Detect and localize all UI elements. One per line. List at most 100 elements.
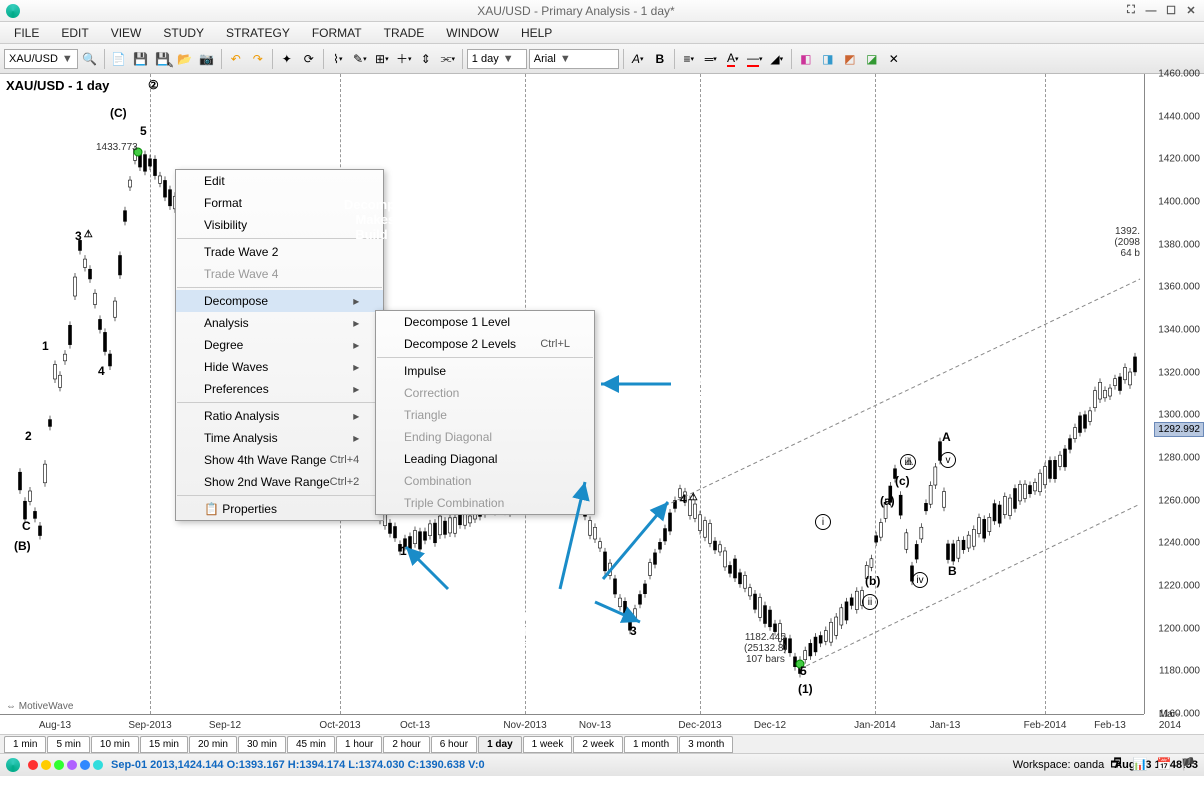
y-tick: 1340.000	[1158, 325, 1200, 336]
y-tick: 1420.000	[1158, 154, 1200, 165]
menu-item-show-4th-wave-range[interactable]: Show 4th Wave RangeCtrl+4	[176, 449, 383, 471]
timeframe-tab[interactable]: 1 month	[624, 736, 678, 753]
menu-item-degree[interactable]: Degree▸	[176, 334, 383, 356]
timeframe-tab[interactable]: 5 min	[47, 736, 89, 753]
timeframe-tab[interactable]: 2 week	[573, 736, 623, 753]
timeframe-tab[interactable]: 1 day	[478, 736, 522, 753]
drawing3-icon[interactable]: ⊞▾	[372, 49, 392, 69]
fill-color-icon[interactable]: ◢▾	[767, 49, 787, 69]
tf-icon-1[interactable]: 🗗	[1106, 754, 1126, 774]
menu-study[interactable]: STUDY	[153, 24, 214, 42]
menu-bar: FILEEDITVIEWSTUDYSTRATEGYFORMATTRADEWIND…	[0, 22, 1204, 44]
expand-icon[interactable]: ⛶	[1124, 4, 1138, 18]
font-color-icon[interactable]: A▾	[723, 49, 743, 69]
tf-icon-2[interactable]: 📊	[1130, 754, 1150, 774]
line-style-icon[interactable]: ≡▾	[679, 49, 699, 69]
new-icon[interactable]: 📄	[109, 49, 129, 69]
y-tick: 1300.000	[1158, 410, 1200, 421]
menu-item-time-analysis[interactable]: Time Analysis▸	[176, 427, 383, 449]
menu-format[interactable]: FORMAT	[302, 24, 372, 42]
save-as-icon[interactable]: 💾✎	[153, 49, 173, 69]
x-tick: Jan-13	[930, 720, 961, 731]
wave-label: A	[942, 430, 951, 444]
redo-icon[interactable]: ↷	[248, 49, 268, 69]
app-icon	[6, 758, 20, 772]
menu-item-preferences[interactable]: Preferences▸	[176, 378, 383, 400]
arrow-icon	[598, 494, 678, 584]
instrument-selector[interactable]: XAU/USD▼	[4, 49, 78, 69]
tf-icon-3[interactable]: 📅	[1154, 754, 1174, 774]
camera-icon[interactable]: 📷	[197, 49, 217, 69]
menu-item-show-2nd-wave-range[interactable]: Show 2nd Wave RangeCtrl+2	[176, 471, 383, 493]
refresh-icon[interactable]: ⟳	[299, 49, 319, 69]
tf-icon-4[interactable]: 🏴	[1178, 754, 1198, 774]
timeframe-tab[interactable]: 6 hour	[431, 736, 477, 753]
timeframe-tab[interactable]: 3 month	[679, 736, 733, 753]
y-current-price: 1292.992	[1154, 422, 1204, 437]
x-tick: Nov-2013	[503, 720, 546, 731]
tool3-icon[interactable]: ◩	[840, 49, 860, 69]
menu-item-ratio-analysis[interactable]: Ratio Analysis▸	[176, 405, 383, 427]
undo-icon[interactable]: ↶	[226, 49, 246, 69]
menu-window[interactable]: WINDOW	[436, 24, 509, 42]
menu-edit[interactable]: EDIT	[51, 24, 98, 42]
menu-strategy[interactable]: STRATEGY	[216, 24, 300, 42]
wave-label: 1	[42, 339, 49, 353]
menu-item-hide-waves[interactable]: Hide Waves▸	[176, 356, 383, 378]
y-tick: 1440.000	[1158, 111, 1200, 122]
close-icon[interactable]: ✕	[1184, 4, 1198, 18]
tool1-icon[interactable]: ◧	[796, 49, 816, 69]
menu-item-analysis[interactable]: Analysis▸	[176, 312, 383, 334]
menu-help[interactable]: HELP	[511, 24, 562, 42]
x-tick: Oct-2013	[319, 720, 360, 731]
wave-label: B	[948, 564, 957, 578]
x-tick: Mar-2014	[1159, 709, 1181, 731]
font-size-icon[interactable]: A▾	[628, 49, 648, 69]
menu-file[interactable]: FILE	[4, 24, 49, 42]
menu-item-properties[interactable]: 📋 Properties	[176, 498, 383, 520]
menu-item-decompose[interactable]: Decompose▸	[176, 290, 383, 312]
save-icon[interactable]: 💾	[131, 49, 151, 69]
timeframe-tab[interactable]: 2 hour	[383, 736, 429, 753]
menu-item-impulse[interactable]: Impulse	[376, 360, 594, 382]
line-color-icon[interactable]: —▾	[745, 49, 765, 69]
tool2-icon[interactable]: ◨	[818, 49, 838, 69]
drawing4-icon[interactable]: ＋▾	[394, 49, 414, 69]
timeframe-tab[interactable]: 45 min	[287, 736, 335, 753]
x-tick: Sep-2013	[128, 720, 171, 731]
timeframe-tab[interactable]: 10 min	[91, 736, 139, 753]
menu-view[interactable]: VIEW	[101, 24, 152, 42]
line-width-icon[interactable]: ═▾	[701, 49, 721, 69]
drawing6-icon[interactable]: ⫘▾	[438, 49, 458, 69]
menu-item-leading-diagonal[interactable]: Leading Diagonal	[376, 448, 594, 470]
y-tick: 1360.000	[1158, 282, 1200, 293]
x-axis: Aug-13Sep-2013Sep-12Oct-2013Oct-13Nov-20…	[0, 714, 1144, 734]
tool5-icon[interactable]: ✕	[884, 49, 904, 69]
wave-label: (a)	[880, 494, 895, 508]
wave-label: iii⚠	[900, 454, 916, 470]
bold-icon[interactable]: B	[650, 49, 670, 69]
tool4-icon[interactable]: ◪	[862, 49, 882, 69]
wand-icon[interactable]: ✦	[277, 49, 297, 69]
timeframe-tab[interactable]: 1 week	[523, 736, 573, 753]
drawing2-icon[interactable]: ✎▾	[350, 49, 370, 69]
timeframe-tab[interactable]: 20 min	[189, 736, 237, 753]
drawing5-icon[interactable]: ⇕	[416, 49, 436, 69]
minimize-icon[interactable]: —	[1144, 4, 1158, 18]
timeframe-tab[interactable]: 15 min	[140, 736, 188, 753]
menu-item-decompose-1-level[interactable]: Decompose 1 Level	[376, 311, 594, 333]
search-icon[interactable]: 🔍	[80, 49, 100, 69]
drawing1-icon[interactable]: ⌇▾	[328, 49, 348, 69]
maximize-icon[interactable]: ☐	[1164, 4, 1178, 18]
menu-item-decompose-2-levels[interactable]: Decompose 2 LevelsCtrl+L	[376, 333, 594, 355]
timeframe-tab[interactable]: 1 hour	[336, 736, 382, 753]
menu-trade[interactable]: TRADE	[374, 24, 435, 42]
x-tick: Jan-2014	[854, 720, 896, 731]
font-selector[interactable]: Arial▼	[529, 49, 619, 69]
timeframe-tab[interactable]: 30 min	[238, 736, 286, 753]
interval-selector[interactable]: 1 day▼	[467, 49, 527, 69]
y-tick: 1400.000	[1158, 197, 1200, 208]
timeframe-tab[interactable]: 1 min	[4, 736, 46, 753]
open-icon[interactable]: 📂	[175, 49, 195, 69]
chart-area[interactable]: XAU/USD - 1 day ②(C)53⚠142C(B)1234⚠5(1)i…	[0, 74, 1204, 734]
